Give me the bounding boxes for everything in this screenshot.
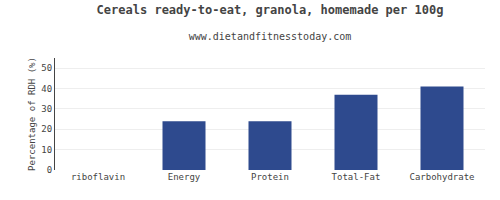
svg-text:10: 10 bbox=[41, 145, 52, 155]
svg-text:50: 50 bbox=[41, 63, 52, 73]
svg-text:Percentage of RDH (%): Percentage of RDH (%) bbox=[27, 57, 37, 171]
svg-text:30: 30 bbox=[41, 104, 52, 114]
svg-text:riboflavin: riboflavin bbox=[71, 172, 125, 182]
svg-text:20: 20 bbox=[41, 124, 52, 134]
svg-text:Cereals ready-to-eat, granola,: Cereals ready-to-eat, granola, homemade … bbox=[97, 3, 444, 17]
svg-text:Total-Fat: Total-Fat bbox=[332, 172, 381, 182]
svg-text:Protein: Protein bbox=[251, 172, 289, 182]
svg-text:0: 0 bbox=[47, 165, 52, 175]
svg-text:40: 40 bbox=[41, 84, 52, 94]
svg-text:Carbohydrate: Carbohydrate bbox=[409, 172, 474, 182]
svg-text:www.dietandfitnesstoday.com: www.dietandfitnesstoday.com bbox=[189, 31, 352, 42]
svg-text:Energy: Energy bbox=[168, 172, 201, 182]
